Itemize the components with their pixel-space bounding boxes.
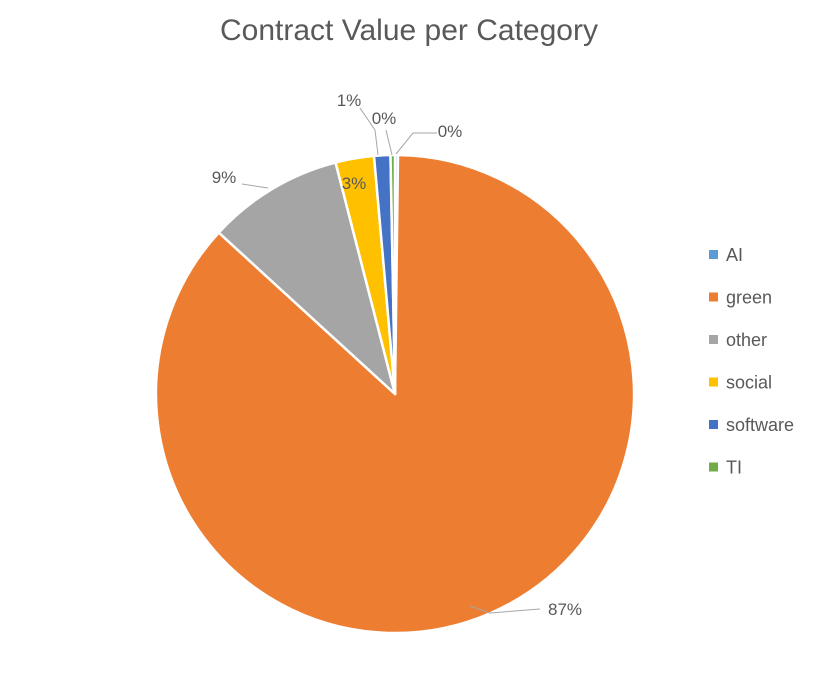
- legend-label-ti: TI: [726, 458, 742, 478]
- leader-line-green: [469, 605, 541, 614]
- leader-line-ai: [385, 129, 393, 156]
- leader-line-software: [359, 107, 379, 156]
- legend-label-ai: AI: [726, 245, 743, 265]
- data-labels: 0% 87% 9% 3% 1% 0%: [212, 91, 582, 619]
- pie-slices: [154, 153, 636, 635]
- legend-label-other: other: [726, 330, 767, 350]
- data-label-green: 87%: [548, 600, 582, 619]
- legend-label-green: green: [726, 288, 772, 308]
- leader-line-other: [241, 183, 269, 189]
- leader-line-ti: [395, 132, 437, 155]
- legend-label-social: social: [726, 373, 772, 393]
- legend-swatch-green: [709, 292, 718, 302]
- legend-swatch-ai: [709, 250, 718, 259]
- legend: AI green other social software TI: [709, 245, 794, 478]
- data-label-other: 9%: [212, 168, 237, 187]
- legend-swatch-other: [709, 335, 718, 344]
- legend-label-software: software: [726, 415, 794, 435]
- legend-swatch-social: [709, 377, 718, 387]
- chart-title: Contract Value per Category: [220, 14, 598, 47]
- legend-swatch-software: [709, 420, 718, 429]
- data-label-software: 1%: [337, 91, 362, 110]
- data-label-ti: 0%: [438, 122, 463, 141]
- legend-swatch-ti: [709, 462, 718, 472]
- pie-slice-other: [217, 161, 397, 396]
- pie-slice-ti: [389, 153, 397, 396]
- data-label-ai: 0%: [372, 109, 397, 128]
- data-label-social: 3%: [342, 174, 367, 193]
